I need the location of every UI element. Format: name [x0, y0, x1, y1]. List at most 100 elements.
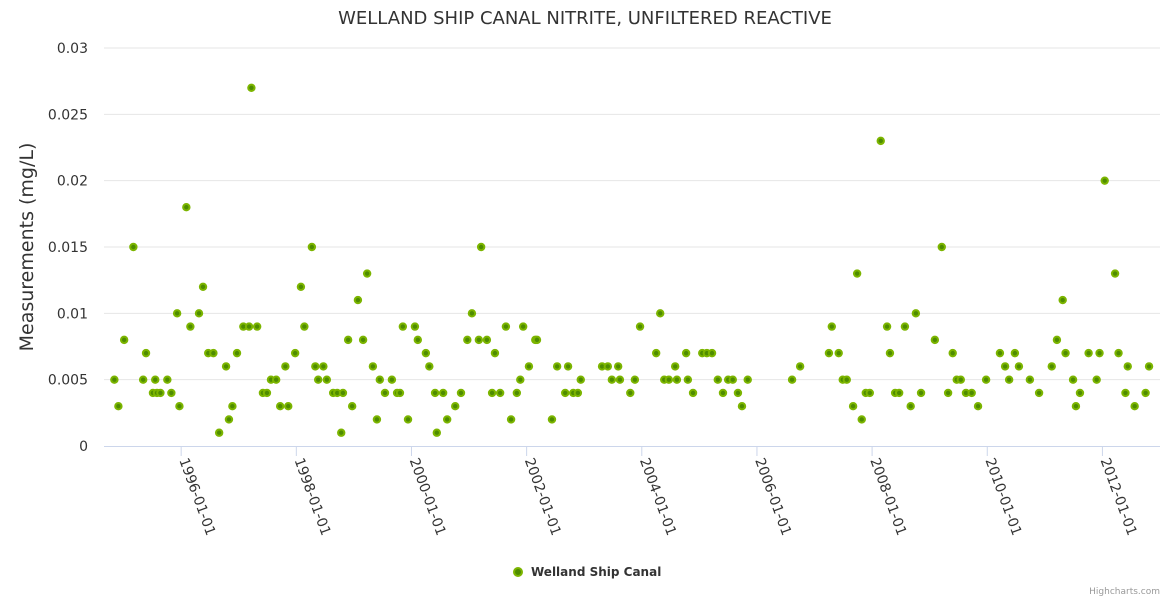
- data-point: [670, 362, 680, 371]
- data-point: [1068, 375, 1078, 384]
- data-point: [885, 348, 895, 358]
- data-point: [358, 335, 368, 345]
- data-point: [506, 415, 516, 424]
- data-point: [281, 362, 290, 371]
- data-point: [425, 362, 434, 371]
- data-point: [490, 348, 500, 358]
- data-point: [563, 362, 573, 371]
- y-axis-label: Measurements (mg/L): [16, 143, 38, 352]
- data-point: [163, 375, 172, 384]
- data-point: [518, 322, 528, 331]
- data-point: [290, 348, 300, 358]
- data-point: [795, 362, 805, 371]
- x-tick-label: 2006-01-01: [751, 456, 794, 538]
- data-point: [347, 402, 357, 411]
- data-point: [827, 322, 836, 331]
- data-point: [138, 375, 148, 384]
- data-point: [224, 415, 234, 424]
- data-point: [375, 375, 385, 384]
- data-point: [451, 402, 460, 411]
- data-point: [607, 375, 617, 384]
- data-point: [247, 83, 256, 93]
- data-point: [995, 348, 1005, 358]
- data-point: [547, 415, 557, 424]
- data-point: [182, 203, 191, 212]
- data-point: [852, 269, 862, 278]
- data-point: [672, 375, 682, 384]
- data-point: [372, 415, 382, 424]
- data-point: [463, 335, 472, 345]
- y-tick-label: 0.01: [57, 306, 88, 322]
- data-point: [156, 388, 165, 398]
- data-point: [410, 322, 420, 331]
- credits-link[interactable]: Highcharts.com: [1089, 587, 1160, 597]
- data-point: [244, 322, 254, 331]
- data-point: [857, 415, 866, 424]
- data-point: [398, 322, 408, 331]
- data-point: [194, 309, 204, 318]
- data-point: [495, 388, 505, 398]
- data-point: [1010, 348, 1020, 358]
- data-point: [1071, 402, 1081, 411]
- data-point: [512, 388, 522, 398]
- data-point: [413, 335, 423, 345]
- data-point: [430, 388, 440, 398]
- data-point: [501, 322, 511, 331]
- y-tick-label: 0.005: [48, 373, 88, 389]
- data-point: [1004, 375, 1014, 384]
- data-point: [876, 136, 885, 146]
- data-point: [214, 428, 224, 437]
- data-point: [1144, 362, 1154, 371]
- data-point: [967, 388, 976, 398]
- y-tick-label: 0.025: [48, 107, 88, 123]
- data-point: [916, 388, 926, 398]
- data-point: [438, 388, 448, 398]
- data-point: [603, 362, 613, 371]
- data-point: [681, 348, 691, 358]
- data-point: [824, 348, 834, 358]
- legend-label: Welland Ship Canal: [531, 565, 661, 579]
- gridlines: [104, 47, 1160, 381]
- legend-item[interactable]: Welland Ship Canal: [513, 565, 661, 579]
- data-point: [713, 375, 722, 384]
- data-point: [474, 335, 484, 345]
- data-point: [380, 388, 390, 398]
- data-point: [848, 402, 858, 411]
- data-point: [271, 375, 281, 384]
- data-point: [718, 388, 728, 398]
- data-point: [313, 375, 323, 384]
- x-tick-label: 1996-01-01: [175, 456, 218, 538]
- data-point: [733, 388, 743, 398]
- data-point: [476, 242, 486, 252]
- data-point: [487, 388, 497, 398]
- y-tick-label: 0: [79, 439, 88, 455]
- data-point: [865, 388, 875, 398]
- data-point: [307, 242, 317, 252]
- data-point: [1130, 402, 1139, 411]
- data-point: [141, 348, 151, 358]
- data-point: [630, 375, 640, 384]
- data-point: [930, 335, 940, 345]
- data-point: [353, 295, 363, 305]
- data-point: [343, 335, 353, 345]
- data-point: [129, 242, 138, 252]
- data-point: [119, 335, 129, 345]
- data-point: [1141, 388, 1150, 398]
- x-tick-label: 2004-01-01: [636, 456, 679, 538]
- data-point: [1025, 375, 1035, 384]
- data-point: [322, 375, 332, 384]
- data-point: [209, 348, 218, 358]
- data-point: [1061, 348, 1070, 358]
- data-point: [882, 322, 892, 331]
- data-point: [635, 322, 645, 331]
- data-point: [284, 402, 293, 411]
- data-point: [1095, 348, 1104, 358]
- data-point: [948, 348, 957, 358]
- data-point: [232, 348, 242, 358]
- data-point: [1123, 362, 1132, 371]
- data-point: [737, 402, 747, 411]
- data-point: [973, 402, 983, 411]
- data-point: [252, 322, 262, 331]
- data-point: [300, 322, 309, 331]
